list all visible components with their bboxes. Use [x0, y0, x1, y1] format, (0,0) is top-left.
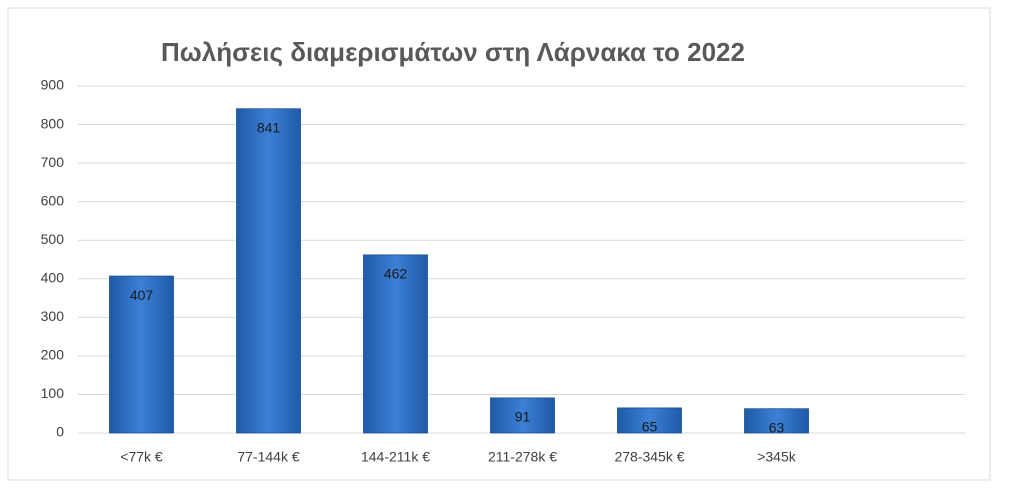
y-tick-label: 800 [41, 115, 65, 131]
data-label: 462 [384, 266, 408, 282]
x-tick-label: 278-345k € [614, 449, 684, 465]
x-tick-label: 144-211k € [361, 449, 430, 465]
data-label: 407 [130, 287, 154, 303]
y-tick-label: 600 [41, 192, 65, 208]
y-tick-label: 100 [41, 385, 65, 401]
chart-title: Πωλήσεις διαμερισμάτων στη Λάρνακα το 20… [161, 37, 745, 67]
y-tick-label: 500 [41, 231, 65, 247]
y-tick-label: 300 [41, 308, 65, 324]
y-tick-label: 700 [41, 154, 65, 170]
data-label: 63 [769, 419, 785, 435]
bar [617, 407, 682, 434]
data-label: 65 [642, 419, 658, 435]
bar [744, 408, 809, 434]
x-tick-label: >345k [757, 449, 797, 465]
y-tick-label: 900 [41, 77, 65, 93]
bar [490, 397, 555, 434]
data-label: 841 [257, 119, 281, 135]
bar [236, 108, 301, 434]
bar [109, 275, 174, 434]
x-tick-label: <77k € [120, 449, 163, 465]
y-tick-label: 400 [41, 269, 65, 285]
y-tick-label: 0 [56, 424, 64, 440]
x-tick-label: 211-278k € [488, 449, 557, 465]
bar [363, 254, 428, 434]
y-tick-label: 200 [41, 347, 65, 363]
data-label: 91 [515, 409, 531, 425]
x-tick-label: 77-144k € [237, 449, 299, 465]
